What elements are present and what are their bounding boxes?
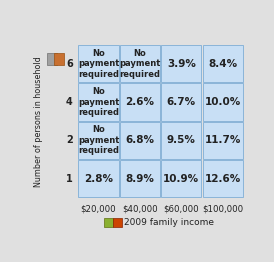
FancyBboxPatch shape [78,160,119,197]
Text: No
payment
required: No payment required [119,49,161,79]
Text: 4: 4 [66,97,73,107]
Text: 10.0%: 10.0% [205,97,241,107]
Text: 9.5%: 9.5% [167,135,196,145]
FancyBboxPatch shape [54,53,64,66]
FancyBboxPatch shape [47,53,57,66]
FancyBboxPatch shape [203,160,243,197]
Text: 6: 6 [66,59,73,69]
FancyBboxPatch shape [161,122,201,159]
FancyBboxPatch shape [161,84,201,121]
Text: 8.9%: 8.9% [125,174,154,184]
Text: 10.9%: 10.9% [163,174,199,184]
FancyBboxPatch shape [78,122,119,159]
FancyBboxPatch shape [203,45,243,82]
Text: 8.4%: 8.4% [208,59,237,69]
Text: No
payment
required: No payment required [78,87,119,117]
FancyBboxPatch shape [161,160,201,197]
Text: 3.9%: 3.9% [167,59,196,69]
FancyBboxPatch shape [203,122,243,159]
Text: $40,000: $40,000 [122,204,158,214]
Text: Number of persons in household: Number of persons in household [35,56,43,187]
FancyBboxPatch shape [120,45,160,82]
Text: No
payment
required: No payment required [78,125,119,155]
Text: $20,000: $20,000 [81,204,116,214]
Text: 11.7%: 11.7% [204,135,241,145]
FancyBboxPatch shape [78,84,119,121]
Text: 6.7%: 6.7% [167,97,196,107]
Text: 1: 1 [66,174,73,184]
FancyBboxPatch shape [120,122,160,159]
FancyBboxPatch shape [78,45,119,82]
Text: 6.8%: 6.8% [125,135,154,145]
FancyBboxPatch shape [203,84,243,121]
FancyBboxPatch shape [113,218,122,227]
Text: 2009 family income: 2009 family income [124,217,214,227]
FancyBboxPatch shape [161,45,201,82]
FancyBboxPatch shape [120,84,160,121]
FancyBboxPatch shape [120,160,160,197]
Text: $100,000: $100,000 [202,204,243,214]
Text: No
payment
required: No payment required [78,49,119,79]
Text: 2: 2 [66,135,73,145]
Text: 12.6%: 12.6% [205,174,241,184]
Text: $60,000: $60,000 [164,204,199,214]
Text: 2.6%: 2.6% [125,97,154,107]
Text: 2.8%: 2.8% [84,174,113,184]
FancyBboxPatch shape [104,218,113,227]
